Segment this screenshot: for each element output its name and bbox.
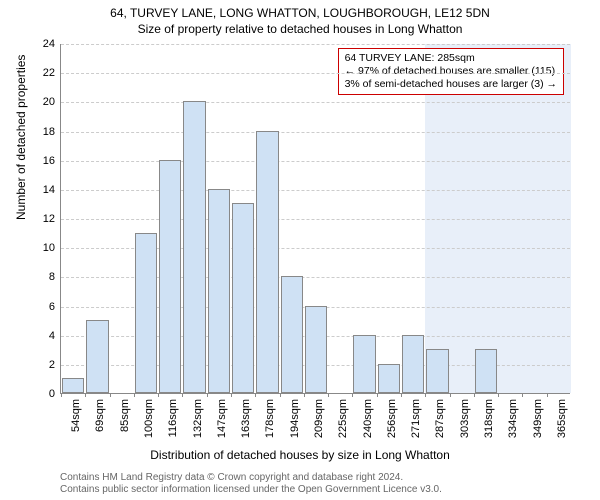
chart-container: 64, TURVEY LANE, LONG WHATTON, LOUGHBORO… <box>0 0 600 500</box>
x-tick <box>328 393 329 397</box>
x-tick-label: 54sqm <box>64 399 82 432</box>
x-tick-label: 365sqm <box>550 399 568 438</box>
bar <box>426 349 448 393</box>
x-tick <box>522 393 523 397</box>
x-tick <box>474 393 475 397</box>
y-tick-label: 16 <box>43 155 61 167</box>
footer: Contains HM Land Registry data © Crown c… <box>60 472 442 496</box>
callout-line2: ← 97% of detached houses are smaller (11… <box>345 65 557 78</box>
x-tick <box>547 393 548 397</box>
x-tick <box>158 393 159 397</box>
y-tick-label: 10 <box>43 242 61 254</box>
x-tick <box>401 393 402 397</box>
x-tick <box>280 393 281 397</box>
bar <box>475 349 497 393</box>
x-tick-label: 303sqm <box>453 399 471 438</box>
y-tick-label: 2 <box>49 359 61 371</box>
y-tick-label: 24 <box>43 38 61 50</box>
grid-line <box>61 73 570 74</box>
bar <box>159 160 181 393</box>
x-tick <box>134 393 135 397</box>
x-tick-label: 209sqm <box>307 399 325 438</box>
y-tick-label: 20 <box>43 96 61 108</box>
y-tick-label: 12 <box>43 213 61 225</box>
x-tick-label: 240sqm <box>356 399 374 438</box>
x-tick-label: 132sqm <box>186 399 204 438</box>
x-tick-label: 225sqm <box>331 399 349 438</box>
x-tick-label: 334sqm <box>501 399 519 438</box>
x-tick <box>450 393 451 397</box>
bar <box>86 320 108 393</box>
plot-area: 64 TURVEY LANE: 285sqm ← 97% of detached… <box>60 44 570 394</box>
chart-title-line2: Size of property relative to detached ho… <box>0 22 600 38</box>
chart-title-line1: 64, TURVEY LANE, LONG WHATTON, LOUGHBORO… <box>0 0 600 22</box>
grid-line <box>61 44 570 45</box>
x-tick <box>182 393 183 397</box>
x-tick-label: 147sqm <box>210 399 228 438</box>
grid-line <box>61 161 570 162</box>
x-tick-label: 69sqm <box>88 399 106 432</box>
grid-line <box>61 190 570 191</box>
bar <box>305 306 327 394</box>
y-tick-label: 0 <box>49 388 61 400</box>
callout-box: 64 TURVEY LANE: 285sqm ← 97% of detached… <box>338 48 564 95</box>
bar <box>353 335 375 393</box>
y-tick-label: 22 <box>43 67 61 79</box>
x-tick <box>377 393 378 397</box>
grid-line <box>61 219 570 220</box>
x-axis-label: Distribution of detached houses by size … <box>0 448 600 462</box>
grid-line <box>61 132 570 133</box>
x-tick <box>352 393 353 397</box>
bar <box>208 189 230 393</box>
callout-line3: 3% of semi-detached houses are larger (3… <box>345 78 557 91</box>
y-tick-label: 14 <box>43 184 61 196</box>
x-tick-label: 85sqm <box>113 399 131 432</box>
bar <box>281 276 303 393</box>
x-tick-label: 116sqm <box>161 399 179 437</box>
x-tick <box>110 393 111 397</box>
x-tick <box>61 393 62 397</box>
callout-line1: 64 TURVEY LANE: 285sqm <box>345 52 557 65</box>
x-tick <box>304 393 305 397</box>
grid-line <box>61 102 570 103</box>
y-axis-label: Number of detached properties <box>14 55 28 220</box>
x-tick-label: 194sqm <box>283 399 301 438</box>
bar <box>62 378 84 393</box>
footer-line1: Contains HM Land Registry data © Crown c… <box>60 472 442 484</box>
x-tick-label: 178sqm <box>258 399 276 438</box>
x-tick-label: 349sqm <box>526 399 544 438</box>
footer-line2: Contains public sector information licen… <box>60 484 442 496</box>
y-tick-label: 8 <box>49 271 61 283</box>
y-tick-label: 6 <box>49 301 61 313</box>
bar <box>378 364 400 393</box>
x-tick-label: 100sqm <box>137 399 155 438</box>
bar <box>232 203 254 393</box>
x-tick <box>207 393 208 397</box>
x-tick-label: 271sqm <box>404 399 422 438</box>
bar <box>183 101 205 393</box>
x-tick <box>255 393 256 397</box>
bar <box>135 233 157 393</box>
x-tick-label: 256sqm <box>380 399 398 438</box>
x-tick <box>85 393 86 397</box>
x-tick <box>425 393 426 397</box>
bar <box>402 335 424 393</box>
x-tick-label: 163sqm <box>234 399 252 438</box>
y-tick-label: 18 <box>43 126 61 138</box>
x-tick-label: 318sqm <box>477 399 495 438</box>
x-tick-label: 287sqm <box>428 399 446 438</box>
x-tick <box>231 393 232 397</box>
x-tick <box>498 393 499 397</box>
bar <box>256 131 278 394</box>
y-tick-label: 4 <box>49 330 61 342</box>
